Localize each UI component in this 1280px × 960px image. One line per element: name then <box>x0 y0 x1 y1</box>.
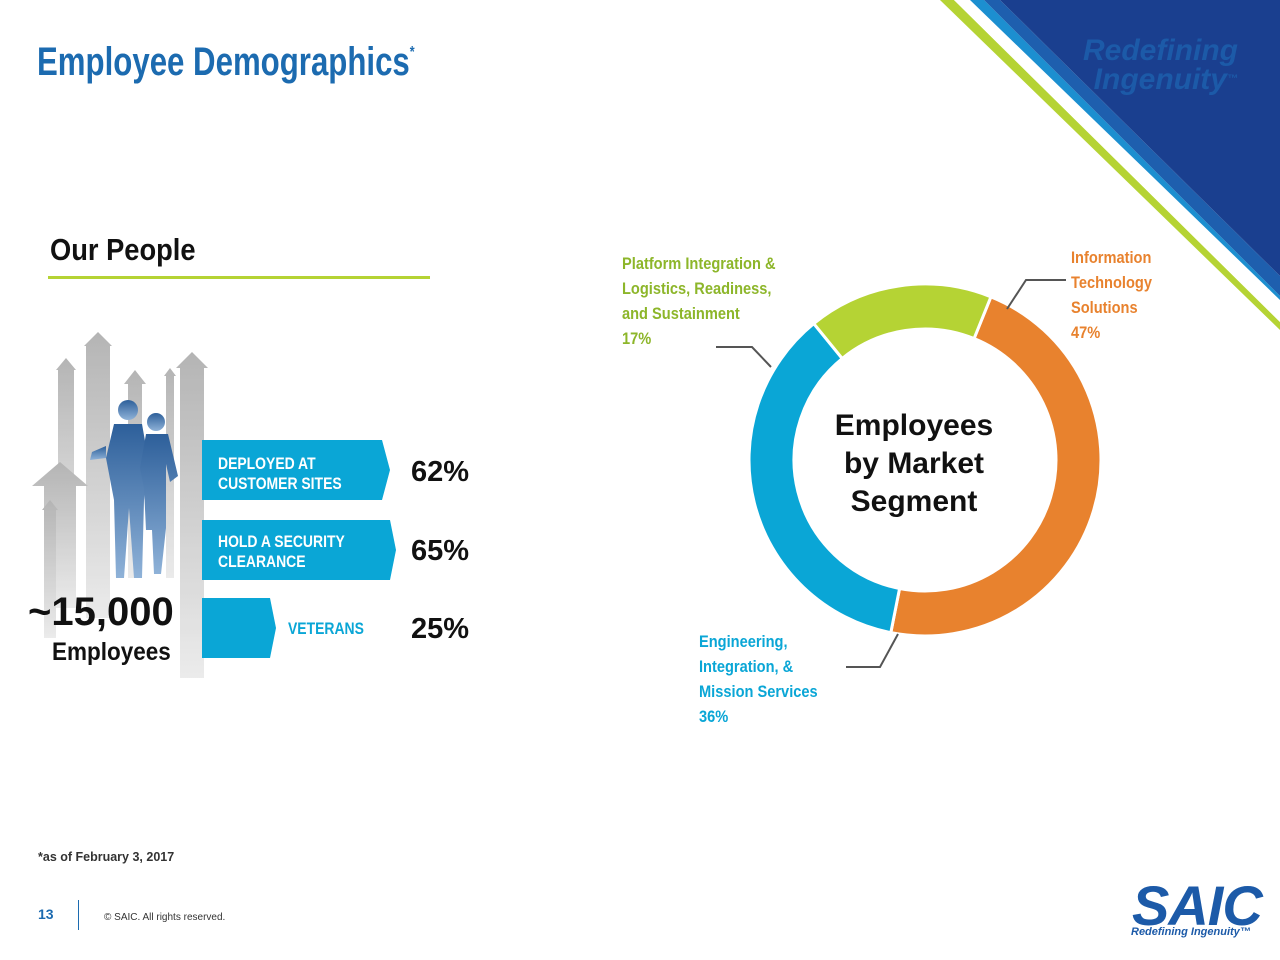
donut-title-line: by Market <box>843 447 985 480</box>
stat-bars <box>202 440 396 658</box>
slice-value-engineering: 36% <box>699 707 729 726</box>
stat-value-deployed: 62% <box>411 456 470 488</box>
leader-line-engineering <box>846 633 899 668</box>
page-number: 13 <box>38 906 54 922</box>
stat-label-veterans: VETERANS <box>288 619 364 638</box>
footer-divider <box>78 900 79 930</box>
donut-center-title: Employees by Market Segment <box>808 407 1020 521</box>
slice-label-engineering: Engineering, Integration, & Mission Serv… <box>699 632 818 726</box>
tagline-line2: Ingenuity™ <box>1093 63 1238 96</box>
tagline-line1: Redefining <box>1083 34 1238 67</box>
leader-line-platform <box>716 346 772 368</box>
saic-logo-tagline: Redefining Ingenuity™ <box>1131 926 1251 938</box>
saic-logo: SAIC <box>1132 874 1263 937</box>
stat-bar-veterans <box>202 598 276 658</box>
headcount-label: Employees <box>52 638 171 666</box>
stat-label-deployed: DEPLOYED AT CUSTOMER SITES <box>218 454 342 493</box>
footnote: *as of February 3, 2017 <box>38 850 175 864</box>
leader-line-it-solutions <box>1006 279 1066 310</box>
headcount-value: ~15,000 <box>28 590 174 634</box>
stat-value-clearance: 65% <box>411 535 470 567</box>
stat-label-clearance: HOLD A SECURITY CLEARANCE <box>218 532 345 571</box>
slice-label-it-solutions: Information Technology Solutions 47% <box>1071 248 1152 342</box>
stat-bar-deployed <box>202 440 390 500</box>
donut-slice-engineering <box>747 321 902 635</box>
donut-slice-it-solutions <box>889 294 1103 638</box>
page-title: Employee Demographics* <box>37 40 415 84</box>
slice-label-platform: Platform Integration & Logistics, Readin… <box>622 254 776 348</box>
stat-value-veterans: 25% <box>411 613 470 645</box>
donut-slice-platform <box>811 282 993 361</box>
donut-title-line: Employees <box>834 409 994 442</box>
donut-chart <box>716 279 1103 668</box>
slice-value-platform: 17% <box>622 329 652 348</box>
donut-title-line: Segment <box>850 485 978 518</box>
corner-stripes-decoration <box>940 0 1280 330</box>
slice-value-it-solutions: 47% <box>1071 323 1101 342</box>
section-heading: Our People <box>50 232 196 267</box>
people-arrows-illustration <box>32 332 208 678</box>
section-underline <box>48 276 430 279</box>
brand-tagline: Redefining Ingenuity™ <box>1083 34 1238 96</box>
copyright: © SAIC. All rights reserved. <box>104 912 226 923</box>
stat-bar-clearance <box>202 520 396 580</box>
